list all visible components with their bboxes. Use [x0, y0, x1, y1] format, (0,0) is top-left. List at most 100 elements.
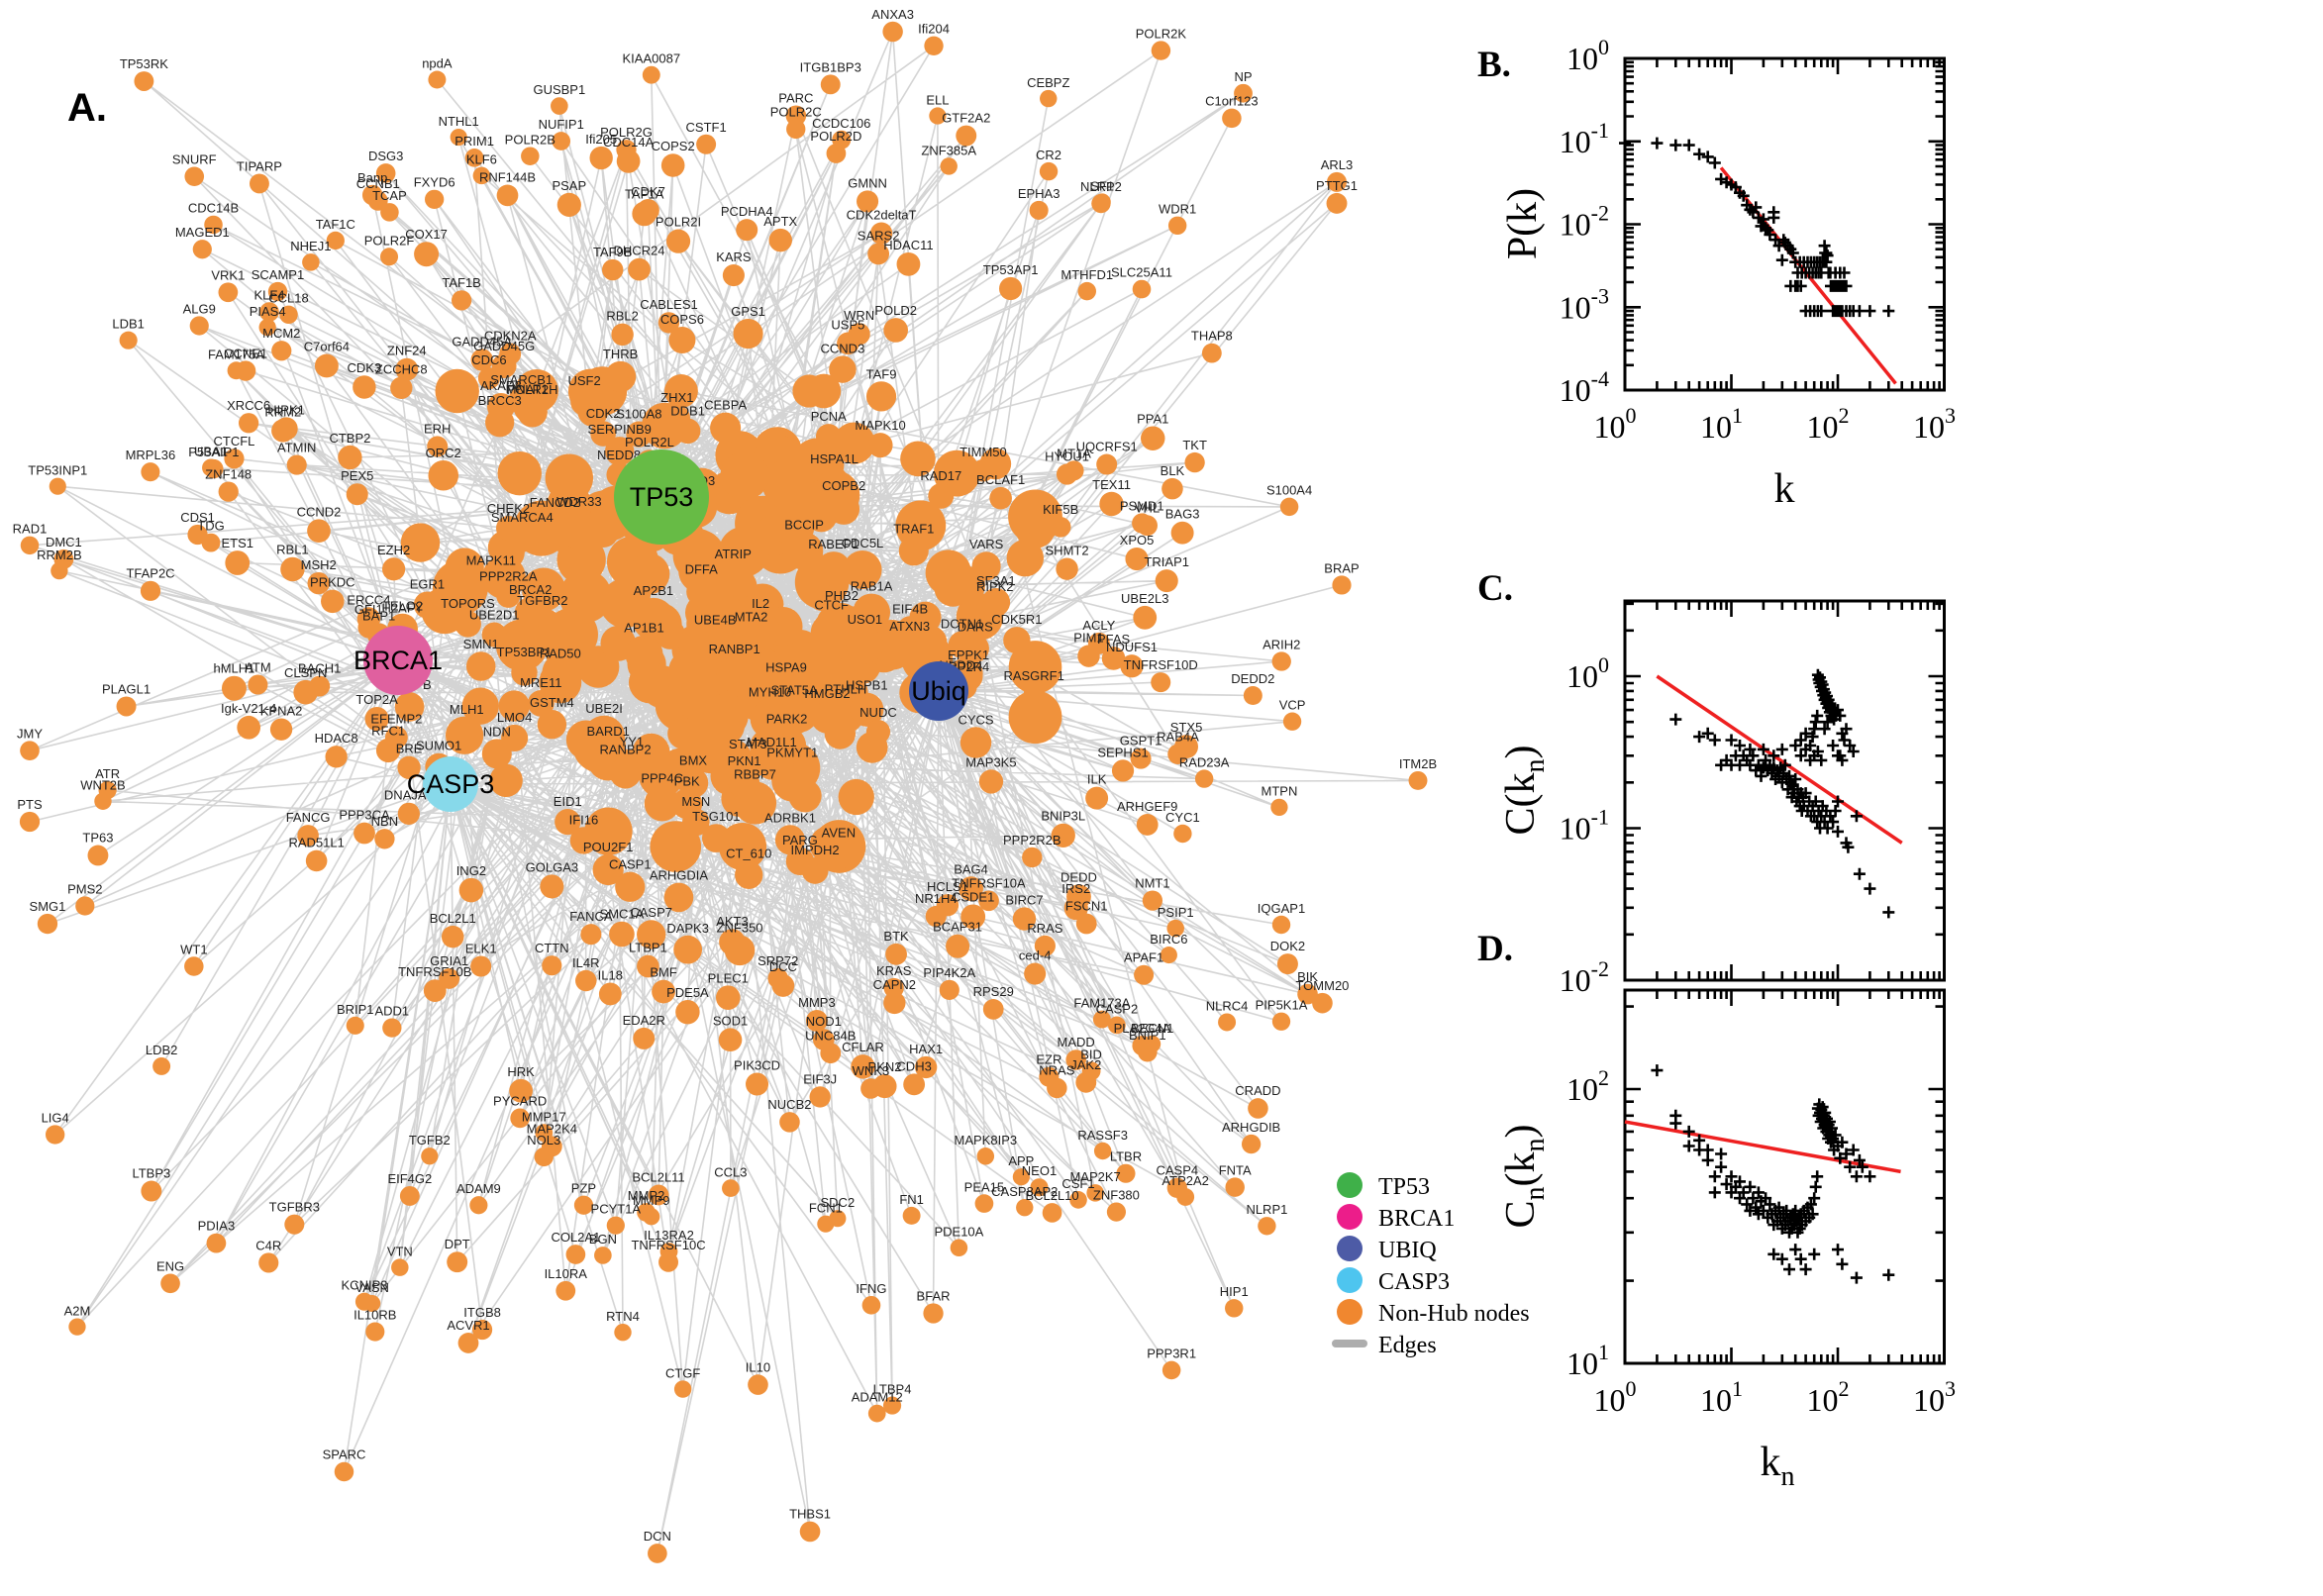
- network-node: [225, 550, 251, 575]
- network-node: [508, 524, 537, 552]
- network-node: [314, 353, 339, 378]
- node-label: CASP8AP2: [991, 1184, 1058, 1199]
- node-label: LTBR: [1110, 1149, 1142, 1164]
- node-label: HSPA9: [765, 660, 807, 675]
- network-node: [1077, 645, 1100, 667]
- node-label: PDIA3: [198, 1219, 236, 1234]
- node-label: DSG3: [368, 149, 403, 163]
- network-node: [184, 166, 205, 187]
- node-label: Ifi204: [918, 22, 950, 37]
- node-label: CASP1: [609, 857, 652, 872]
- node-label: CTBP2: [329, 431, 370, 446]
- node-label: BNIP1: [1129, 1028, 1166, 1043]
- node-label: IL10RB: [354, 1307, 396, 1322]
- node-label: ADD1: [374, 1003, 409, 1018]
- scatter-points: [1619, 137, 1895, 318]
- node-label: SEPHS1: [1097, 745, 1148, 759]
- node-label: PTHLH: [825, 682, 867, 697]
- node-label: PCYT1A: [591, 1202, 642, 1217]
- node-label: COPB2: [822, 478, 865, 493]
- node-label: IL18: [598, 968, 623, 983]
- network-node: [658, 685, 692, 718]
- network-node: [1008, 641, 1062, 694]
- network-node: [1051, 823, 1075, 848]
- node-label: TOP2A: [355, 692, 398, 707]
- network-node: [594, 1247, 612, 1264]
- network-node: [238, 413, 259, 434]
- network-node: [49, 477, 66, 495]
- network-node: [556, 192, 581, 217]
- network-node: [1141, 426, 1165, 450]
- plot-ticks: [1625, 990, 1945, 1363]
- network-node: [1162, 477, 1183, 500]
- network-node: [140, 580, 161, 601]
- node-label: AKAP8: [480, 378, 522, 393]
- node-label: POU2F1: [583, 840, 634, 854]
- node-label: BAG3: [1165, 507, 1200, 522]
- network-node: [1042, 1203, 1062, 1223]
- node-label: DCN: [644, 1529, 671, 1544]
- panel-label-a: A.: [67, 86, 107, 130]
- network-node: [1086, 1184, 1104, 1202]
- network-node: [413, 591, 442, 619]
- node-label: UBA1: [194, 444, 228, 458]
- network-node: [237, 715, 261, 740]
- node-label: BRCA2: [509, 582, 552, 597]
- node-label: PRIM1: [454, 134, 494, 149]
- network-node: [539, 510, 571, 542]
- svg-text:102: 102: [1807, 403, 1850, 445]
- node-label: RRM2: [264, 404, 301, 419]
- node-label: S100A8: [616, 407, 661, 422]
- network-node: [1111, 759, 1135, 782]
- node-label: SUMO1: [416, 739, 461, 753]
- node-label: CEBPA: [704, 398, 747, 413]
- node-label: H2AFY: [382, 600, 424, 615]
- network-node: [141, 1180, 162, 1202]
- node-label: P53AIP1: [188, 445, 239, 459]
- network-node: [925, 905, 947, 928]
- network-node: [1408, 770, 1428, 790]
- node-label: KIF5B: [1043, 502, 1078, 517]
- network-node: [898, 536, 929, 566]
- network-node: [1016, 1198, 1034, 1217]
- node-label: DARS: [958, 620, 993, 635]
- node-label: TKT: [1182, 438, 1207, 452]
- node-label: HCLS1: [927, 879, 968, 894]
- network-node: [606, 1216, 625, 1235]
- svg-text:10-1: 10-1: [1560, 805, 1609, 847]
- network-node: [774, 825, 805, 855]
- network-node: [815, 424, 842, 449]
- node-label: TP53RK: [120, 56, 168, 71]
- svg-text:Cn​(kn​): Cn​(kn​): [1498, 1124, 1551, 1228]
- node-label: ITGB8: [463, 1305, 501, 1320]
- node-label: POLR2H: [507, 382, 558, 397]
- node-label: PIAS4: [250, 304, 286, 319]
- network-node: [897, 616, 924, 643]
- node-label: NEO1: [1022, 1163, 1057, 1178]
- network-node: [642, 65, 660, 84]
- node-label: WDR1: [1159, 202, 1196, 217]
- node-label: NMT1: [1135, 875, 1169, 890]
- node-label: PPA1: [1137, 411, 1168, 426]
- node-label: COX17: [405, 227, 448, 242]
- node-label: CCNB1: [356, 176, 400, 191]
- network-node: [589, 146, 613, 170]
- node-label: HDAC8: [315, 731, 358, 746]
- node-label: THRB: [603, 347, 638, 361]
- network-node: [1006, 539, 1045, 577]
- node-label: TAF9: [866, 366, 897, 381]
- svg-text:k: k: [1774, 466, 1795, 512]
- node-label: ZNF380: [1093, 1188, 1140, 1203]
- node-label: MLH1: [450, 702, 484, 717]
- node-label: KARS: [716, 249, 752, 264]
- node-label: ARL3: [1321, 157, 1354, 172]
- network-node: [816, 551, 852, 587]
- svg-text:101: 101: [1700, 403, 1743, 445]
- network-node: [53, 549, 74, 569]
- node-label: CDH3: [896, 1058, 931, 1073]
- network-node: [509, 1078, 533, 1103]
- node-label: TAF1B: [442, 275, 481, 290]
- node-label: YY1: [620, 734, 645, 748]
- node-label: BCL2L1: [430, 911, 476, 926]
